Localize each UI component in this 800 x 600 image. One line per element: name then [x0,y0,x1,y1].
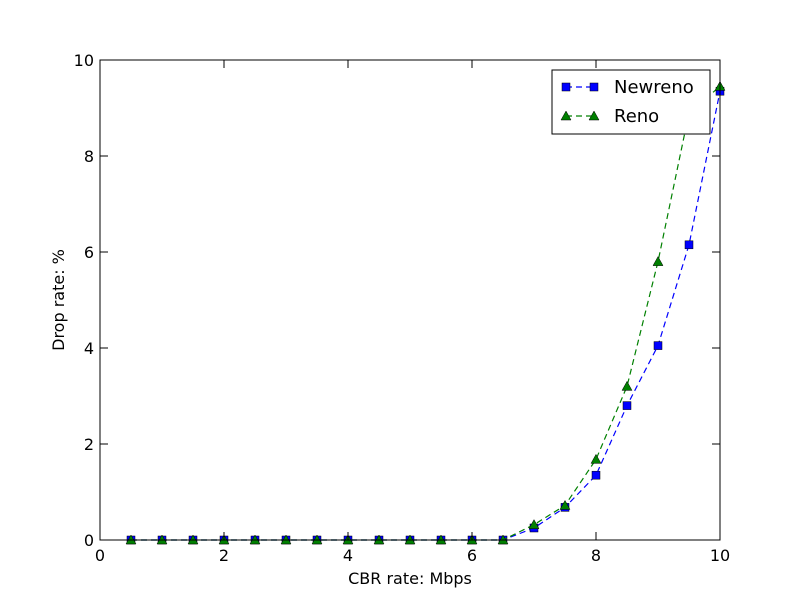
y-tick-label: 8 [84,147,94,166]
data-point [684,240,694,250]
x-tick-label: 8 [591,546,601,565]
data-point [528,519,540,529]
ticks-layer: 0 2 4 6 8 10 0 2 4 6 8 10 [74,51,731,565]
legend-item: Reno [560,106,659,127]
y-tick-label: 0 [84,531,94,550]
legend-marker [589,82,599,92]
data-point [559,499,571,510]
data-point [652,256,664,266]
data-point [653,341,663,350]
x-tick-label: 0 [95,546,105,565]
data-point [590,453,602,464]
data-point [591,470,601,480]
x-tick-label: 10 [710,546,730,565]
y-tick-label: 2 [84,435,94,454]
legend-label: Newreno [614,77,694,98]
legend-marker [588,110,600,121]
data-point [622,401,632,410]
x-tick-label: 6 [467,546,477,565]
y-tick-label: 10 [74,51,94,70]
data-point [621,380,633,391]
legend-marker [560,110,572,121]
legend-label: Reno [614,106,659,127]
legend-box [551,69,711,135]
x-tick-label: 2 [219,546,229,565]
legend-marker [561,82,571,92]
x-tick-label: 4 [343,546,353,565]
legend: Newreno Reno [551,69,711,135]
axes-frame [99,59,721,541]
x-axis-label: CBR rate: Mbps [348,569,472,588]
legend-item: Newreno [561,77,694,98]
y-tick-label: 6 [84,243,94,262]
y-tick-label: 4 [84,339,94,358]
y-axis-label: Drop rate: % [49,249,68,351]
